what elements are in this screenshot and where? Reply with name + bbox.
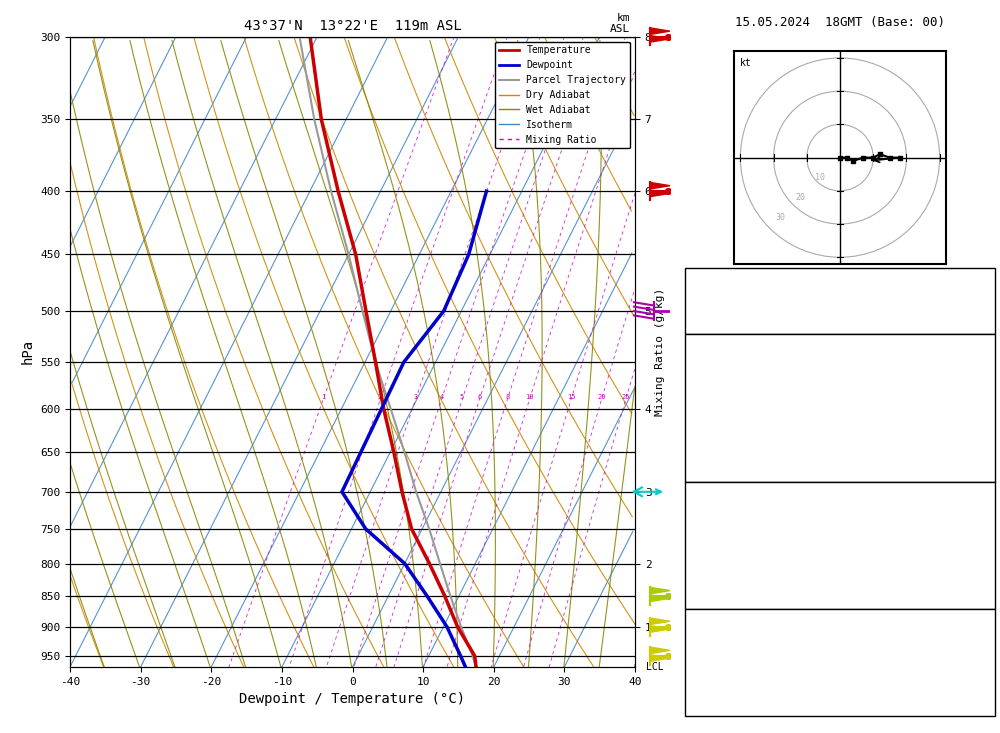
Text: θε (K): θε (K) — [690, 528, 731, 538]
Text: 2.75: 2.75 — [963, 314, 990, 324]
Text: 21: 21 — [976, 635, 990, 645]
Text: EH: EH — [690, 635, 704, 645]
Text: 20: 20 — [597, 394, 606, 400]
Text: PW (cm): PW (cm) — [690, 314, 737, 324]
X-axis label: Dewpoint / Temperature (°C): Dewpoint / Temperature (°C) — [239, 692, 466, 707]
Text: 152: 152 — [970, 441, 990, 452]
Polygon shape — [650, 618, 670, 625]
Text: Pressure (mb): Pressure (mb) — [690, 507, 778, 517]
Text: 77: 77 — [976, 462, 990, 472]
Text: θε(K): θε(K) — [690, 400, 724, 410]
Text: 77: 77 — [976, 589, 990, 600]
Text: 4: 4 — [439, 394, 443, 400]
Text: 17.5: 17.5 — [963, 359, 990, 369]
Text: 10: 10 — [525, 394, 534, 400]
Text: CAPE (J): CAPE (J) — [690, 569, 744, 579]
Text: LCL: LCL — [646, 662, 664, 672]
Text: km
ASL: km ASL — [610, 13, 630, 34]
Text: CIN (J): CIN (J) — [690, 589, 737, 600]
Text: Mixing Ratio (g/kg): Mixing Ratio (g/kg) — [655, 288, 665, 416]
Text: 8: 8 — [505, 394, 509, 400]
Polygon shape — [650, 587, 670, 594]
Text: kt: kt — [740, 58, 752, 68]
Text: 30: 30 — [775, 213, 785, 222]
Text: 2: 2 — [378, 394, 382, 400]
Text: 323: 323 — [970, 400, 990, 410]
Polygon shape — [650, 36, 670, 42]
Polygon shape — [650, 595, 670, 602]
Polygon shape — [650, 626, 670, 633]
Text: Temp (°C): Temp (°C) — [690, 359, 751, 369]
Text: StmDir: StmDir — [690, 676, 731, 686]
Text: 20: 20 — [976, 696, 990, 707]
Title: 43°37'N  13°22'E  119m ASL: 43°37'N 13°22'E 119m ASL — [244, 19, 461, 33]
Text: -0: -0 — [976, 548, 990, 559]
Polygon shape — [650, 183, 670, 189]
Text: Hodograph: Hodograph — [810, 614, 870, 625]
Text: 995: 995 — [970, 507, 990, 517]
Text: © weatheronline.co.uk: © weatheronline.co.uk — [765, 676, 915, 689]
Text: 25: 25 — [621, 394, 630, 400]
Text: Lifted Index: Lifted Index — [690, 421, 771, 431]
Text: 10: 10 — [815, 173, 825, 182]
Text: 49: 49 — [976, 293, 990, 303]
Text: Dewp (°C): Dewp (°C) — [690, 380, 751, 390]
Text: Most Unstable: Most Unstable — [796, 487, 884, 497]
Text: Lifted Index: Lifted Index — [690, 548, 771, 559]
Text: 3: 3 — [413, 394, 418, 400]
Text: 15.05.2024  18GMT (Base: 00): 15.05.2024 18GMT (Base: 00) — [735, 16, 945, 29]
Text: CAPE (J): CAPE (J) — [690, 441, 744, 452]
Text: SREH: SREH — [690, 655, 717, 666]
Polygon shape — [650, 190, 670, 196]
Text: 323: 323 — [970, 528, 990, 538]
Text: 279°: 279° — [963, 676, 990, 686]
Legend: Temperature, Dewpoint, Parcel Trajectory, Dry Adiabat, Wet Adiabat, Isotherm, Mi: Temperature, Dewpoint, Parcel Trajectory… — [495, 42, 630, 149]
Text: 15: 15 — [567, 394, 575, 400]
Text: 152: 152 — [970, 569, 990, 579]
Text: -0: -0 — [976, 421, 990, 431]
Text: 6: 6 — [477, 394, 481, 400]
Text: Totals Totals: Totals Totals — [690, 293, 778, 303]
Text: StmSpd (kt): StmSpd (kt) — [690, 696, 764, 707]
Polygon shape — [650, 655, 670, 661]
Polygon shape — [650, 28, 670, 34]
Text: 16: 16 — [976, 380, 990, 390]
Text: 1: 1 — [321, 394, 325, 400]
Polygon shape — [650, 647, 670, 654]
Text: 29: 29 — [976, 273, 990, 283]
Text: CIN (J): CIN (J) — [690, 462, 737, 472]
Y-axis label: hPa: hPa — [20, 339, 34, 364]
Text: 5: 5 — [460, 394, 464, 400]
Text: 91: 91 — [976, 655, 990, 666]
Text: 20: 20 — [795, 193, 805, 202]
Text: Surface: Surface — [816, 339, 864, 349]
Text: K: K — [690, 273, 697, 283]
